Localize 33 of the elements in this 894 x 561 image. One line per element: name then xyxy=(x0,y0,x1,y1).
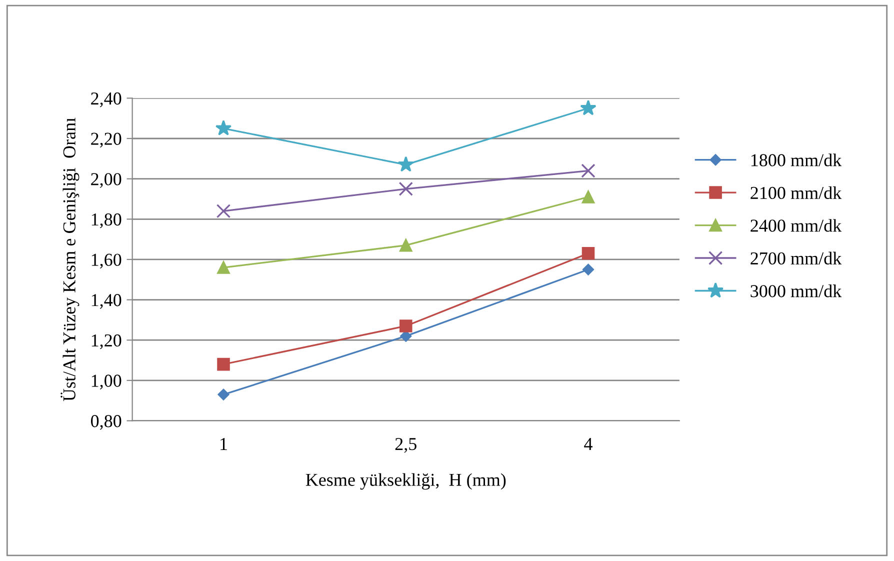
y-tick-label: 1,20 xyxy=(92,334,122,350)
point xyxy=(398,182,413,196)
y-axis-title: Üst/Alt Yüzey Kesm e Genişliği Oranı xyxy=(60,118,80,402)
y-tick-label: 1,00 xyxy=(92,374,122,390)
point xyxy=(215,120,232,136)
point xyxy=(398,156,414,172)
legend-label: 2700 mm/dk xyxy=(750,252,842,265)
x-tick-label: 4 xyxy=(584,438,592,450)
y-tick-label: 1,80 xyxy=(92,213,122,228)
legend-label: 2400 mm/dk xyxy=(750,219,842,232)
point xyxy=(582,190,595,204)
y-tick-label: 2,00 xyxy=(91,173,122,188)
point xyxy=(581,164,596,178)
point xyxy=(217,358,230,371)
point xyxy=(216,204,231,218)
point xyxy=(582,264,594,276)
legend-label: 3000 mm/dk xyxy=(750,284,842,298)
legend-label: 1800 mm/dk xyxy=(751,154,842,166)
point xyxy=(218,388,230,400)
point xyxy=(399,238,412,252)
x-axis-title: Kesme yüksekliği, H (mm) xyxy=(306,473,506,490)
y-tick-label: 0,80 xyxy=(90,415,122,430)
x-tick-label: 1 xyxy=(220,438,227,450)
point xyxy=(399,320,412,332)
point xyxy=(217,261,230,274)
y-tick-label: 2,40 xyxy=(91,92,122,108)
legend-label: 2100 mm/dk xyxy=(750,186,842,200)
y-tick-label: 1,60 xyxy=(92,254,122,269)
y-tick-label: 1,40 xyxy=(92,294,122,309)
x-tick-label: 2,5 xyxy=(395,438,416,453)
y-tick-label: 2,20 xyxy=(91,132,122,148)
point xyxy=(582,247,595,260)
point xyxy=(580,100,596,116)
